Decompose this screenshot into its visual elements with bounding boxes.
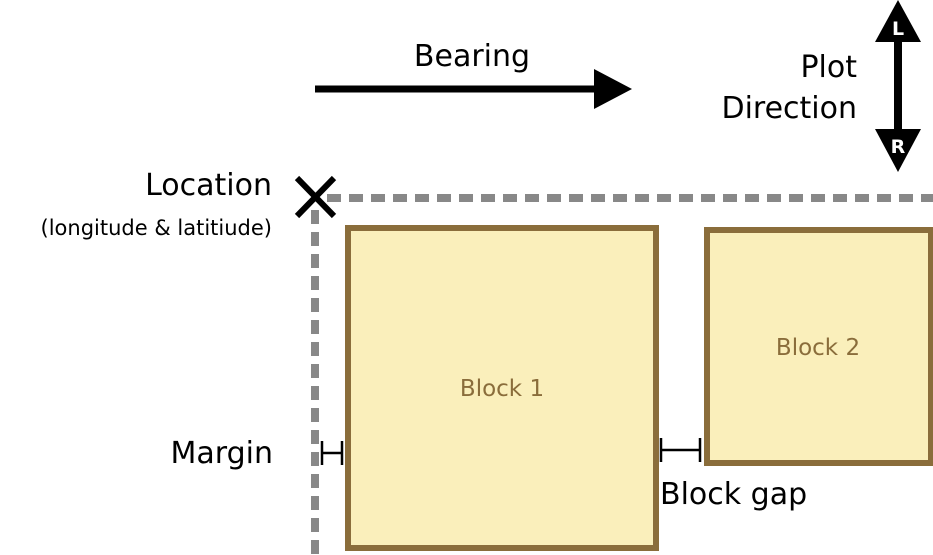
block-2: Block 2 [704,227,933,466]
block-2-label: Block 2 [776,335,860,361]
plot-direction-arrow: L R [875,0,921,172]
bearing-arrow [315,69,632,109]
margin-label: Margin [171,436,273,471]
location-marker-icon [294,175,337,219]
location-label: Location [145,168,272,203]
block-gap-indicator [659,438,702,462]
block-1: Block 1 [345,225,659,551]
plot-boundary-guides [311,194,933,555]
location-sublabel: (longitude & latitiude) [41,216,272,240]
plot-direction-label-line2: Direction [721,91,857,126]
plot-direction-left-letter: L [892,18,904,40]
plot-direction-right-letter: R [891,136,906,158]
block-1-label: Block 1 [460,376,544,402]
block-gap-label: Block gap [660,477,807,512]
bearing-label: Bearing [414,39,530,74]
plot-direction-label-line1: Plot [800,50,857,85]
margin-indicator [320,441,344,465]
